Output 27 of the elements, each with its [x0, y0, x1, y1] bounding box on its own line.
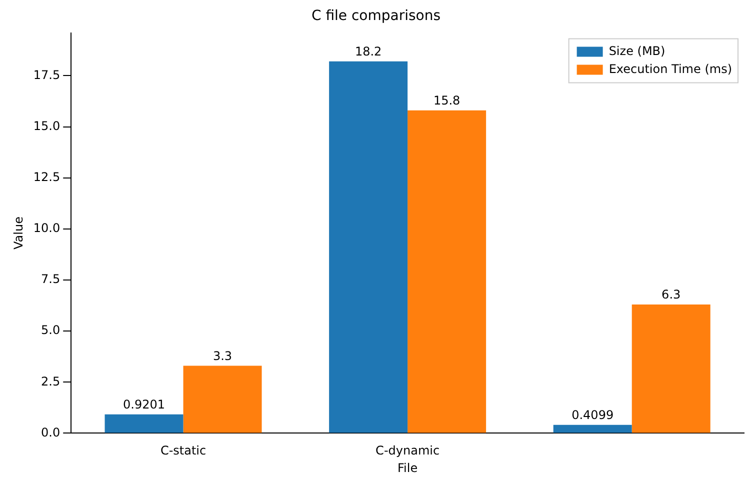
data-label: 3.3: [212, 348, 232, 363]
bar: [553, 424, 632, 433]
bar: [408, 110, 486, 433]
y-tick-label: 5.0: [41, 323, 60, 338]
bar: [104, 414, 184, 433]
y-tick-label: 15.0: [33, 118, 60, 133]
y-tick-label: 0.0: [41, 425, 60, 440]
bar: [329, 61, 408, 433]
data-label: 6.3: [662, 288, 681, 302]
x-tick-label: C-dynamic: [376, 444, 440, 458]
data-label: 0.4099: [572, 408, 614, 422]
bar: [183, 366, 262, 433]
legend-label: Size (MB): [608, 44, 666, 58]
data-label: 0.9201: [123, 398, 166, 412]
chart-title: C file comparisons: [311, 8, 441, 24]
x-tick-label: C-static: [160, 444, 206, 458]
y-tick-label: 7.5: [41, 272, 60, 286]
legend-label: Execution Time (ms): [608, 62, 732, 76]
data-label: 18.2: [354, 44, 382, 59]
y-tick-label: 17.5: [33, 68, 60, 82]
data-label: 15.8: [433, 94, 460, 108]
y-axis-title: Value: [11, 216, 26, 250]
y-tick-label: 10.0: [33, 221, 60, 236]
y-tick-label: 2.5: [41, 374, 60, 388]
x-axis-title: File: [398, 460, 418, 475]
bar: [632, 304, 710, 433]
y-tick-label: 12.5: [33, 170, 60, 184]
